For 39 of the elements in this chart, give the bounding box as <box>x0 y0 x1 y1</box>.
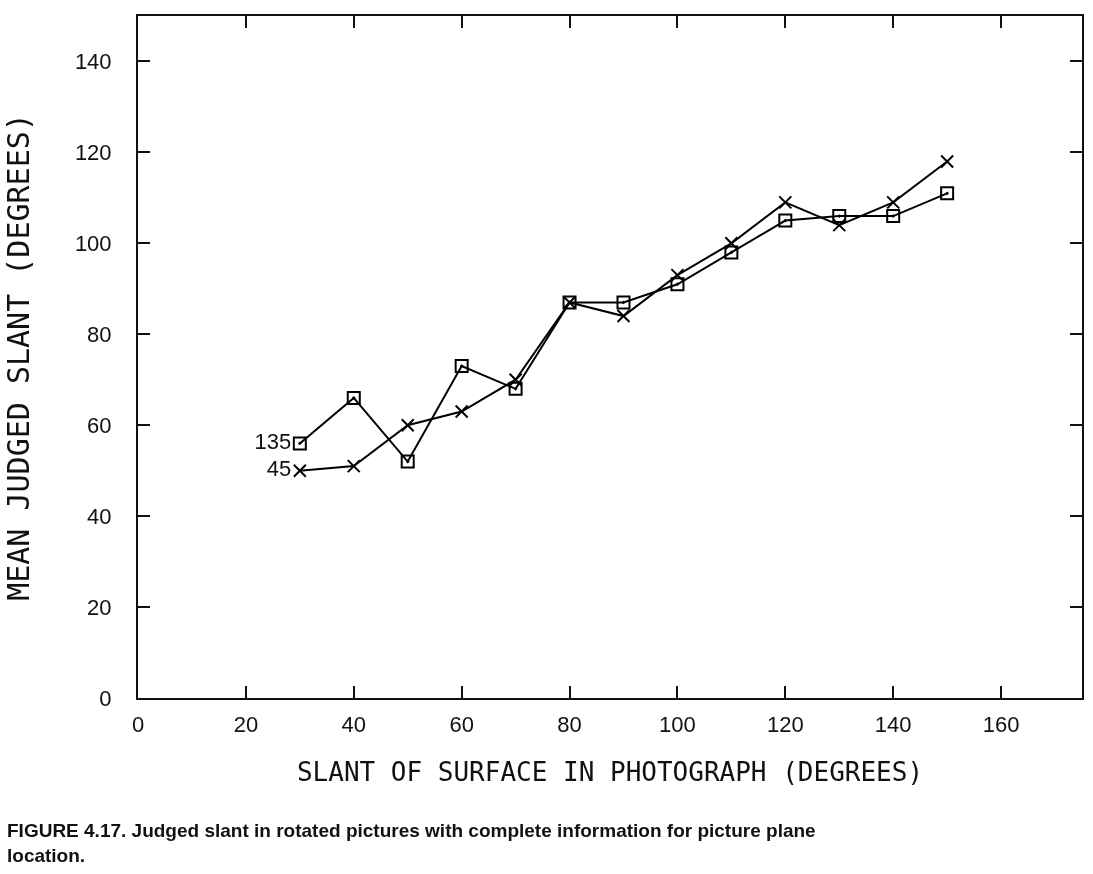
y-tick-label: 80 <box>87 321 112 347</box>
point <box>940 154 955 169</box>
x-tick-label: 20 <box>233 712 259 738</box>
point <box>778 195 793 210</box>
point <box>832 209 847 224</box>
point <box>724 245 739 260</box>
x-tick-label: 0 <box>131 712 145 738</box>
point <box>400 418 415 433</box>
point <box>508 381 523 396</box>
point <box>454 404 469 419</box>
x-tick-label: 120 <box>766 712 804 738</box>
y-axis-title: MEAN JUDGED SLANT (DEGREES) <box>1 113 37 601</box>
point <box>940 186 955 201</box>
point <box>292 463 307 478</box>
y-tick-label: 60 <box>87 412 112 438</box>
series-label: 45 <box>266 456 292 482</box>
caption: FIGURE 4.17. Judged slant in rotated pictures with complete information for picture plane location. <box>7 820 816 866</box>
point <box>886 209 901 224</box>
point <box>454 359 469 374</box>
point <box>346 390 361 405</box>
x-tick-label: 140 <box>874 712 912 738</box>
y-tick-label: 20 <box>87 594 112 620</box>
x-axis-title: SLANT OF SURFACE IN PHOTOGRAPH (DEGREES) <box>296 756 924 787</box>
y-tick-label: 120 <box>74 140 112 166</box>
y-tick-label: 40 <box>87 503 112 529</box>
point <box>778 213 793 228</box>
x-tick-label: 60 <box>449 712 474 738</box>
y-tick-label: 140 <box>74 49 112 75</box>
point <box>292 436 307 451</box>
y-tick-label: 0 <box>99 685 112 711</box>
y-tick-label: 100 <box>74 231 112 257</box>
x-tick-label: 160 <box>982 712 1020 738</box>
x-tick-label: 80 <box>557 712 582 738</box>
point <box>670 277 685 292</box>
point <box>400 454 415 469</box>
x-tick-label: 100 <box>659 712 696 738</box>
x-tick-label: 40 <box>341 712 367 738</box>
point <box>616 295 631 310</box>
series-label: 135 <box>254 428 292 454</box>
